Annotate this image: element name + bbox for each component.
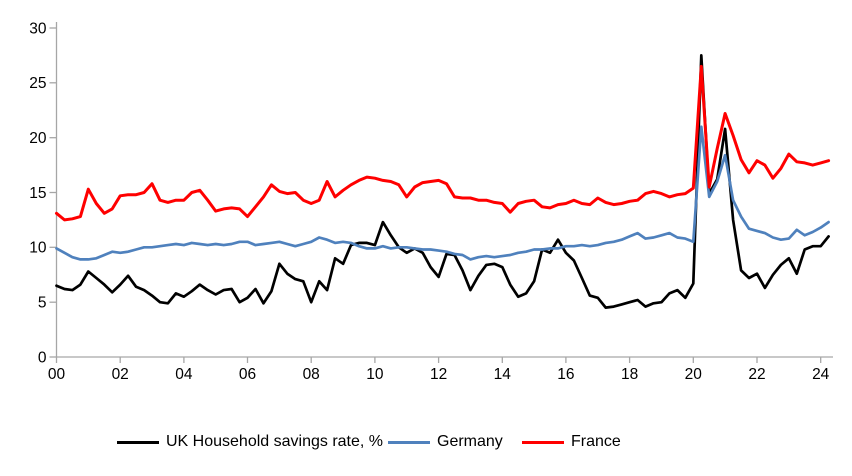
y-tick-label: 0 [38,349,47,366]
y-tick-label: 15 [29,185,46,202]
x-tick-label: 12 [430,366,447,383]
legend-line-swatch-germany [388,440,430,444]
legend-line-swatch-france [522,440,564,444]
series-line-france [55,64,831,222]
legend-label-germany: Germany [437,433,503,450]
y-tick-label: 25 [29,75,46,92]
legend-label-france: France [571,433,621,450]
y-axis: 0 5 10 15 20 25 30 [29,20,58,366]
x-tick-label: 00 [48,366,66,383]
y-tick-label: 5 [38,295,47,312]
x-tick-label: 22 [748,366,765,383]
legend-label-uk: UK Household savings rate, % [166,433,383,450]
y-tick-label: 10 [29,240,47,257]
legend-item-germany: Germany [388,430,503,454]
x-tick-label: 18 [621,366,638,383]
x-tick-label: 14 [494,366,512,383]
x-tick-label: 20 [685,366,703,383]
x-axis: 00 02 04 06 08 10 12 14 16 18 20 22 24 [48,356,833,383]
x-tick-label: 04 [175,366,193,383]
x-tick-label: 08 [303,366,320,383]
y-tick-label: 20 [29,130,47,147]
legend-item-uk: UK Household savings rate, % [117,430,383,454]
chart-legend: UK Household savings rate, % Germany Fra… [0,430,852,454]
series-line-germany [55,125,830,261]
x-tick-label: 10 [366,366,384,383]
x-tick-label: 06 [239,366,256,383]
x-tick-label: 24 [812,366,830,383]
x-tick-label: 16 [557,366,574,383]
legend-item-france: France [522,430,621,454]
y-tick-label: 30 [29,20,47,37]
x-tick-label: 02 [112,366,129,383]
legend-line-swatch-uk [117,440,159,444]
